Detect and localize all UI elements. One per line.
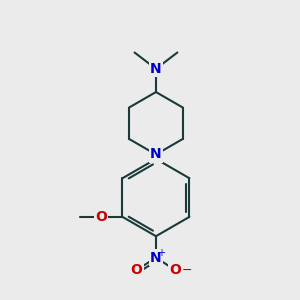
Text: +: + <box>157 248 165 258</box>
Text: N: N <box>150 250 162 265</box>
Text: O: O <box>95 210 107 224</box>
Text: N: N <box>150 148 162 161</box>
Text: O: O <box>169 263 181 277</box>
Text: O: O <box>131 263 142 277</box>
Text: N: N <box>150 62 162 76</box>
Text: −: − <box>181 264 192 277</box>
